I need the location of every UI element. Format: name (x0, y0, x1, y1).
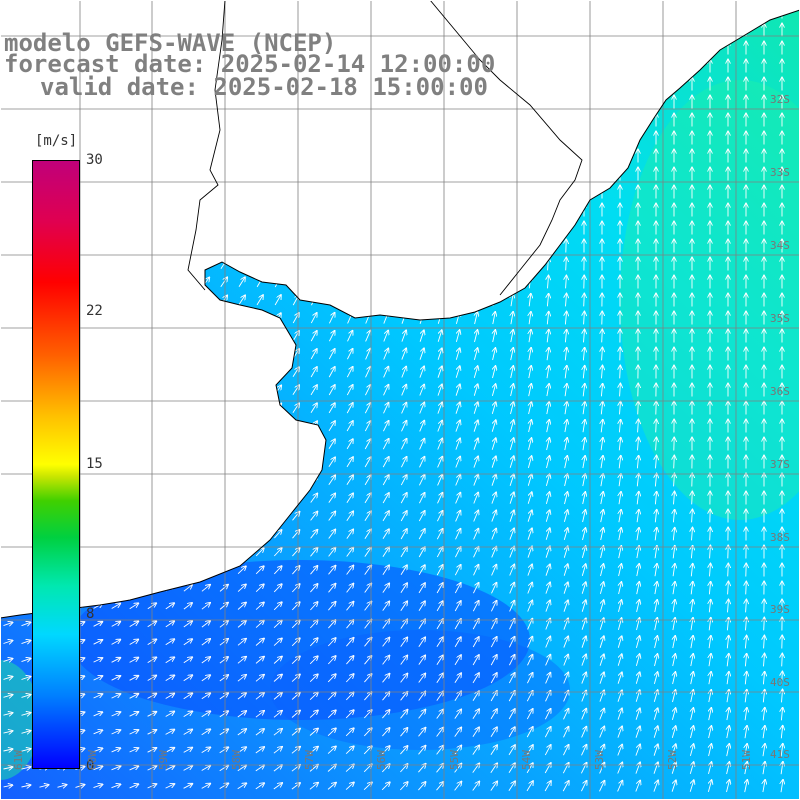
lat-label: 37S (770, 458, 790, 471)
lon-label: 53W (593, 750, 606, 770)
lon-label: 54W (520, 750, 533, 770)
lon-label: 58W (230, 750, 243, 770)
lat-label: 33S (770, 166, 790, 179)
forecast-date: forecast date: 2025-02-14 12:00:00 (4, 50, 496, 78)
colorbar-tick-0: 0 (86, 758, 95, 774)
lat-label: 35S (770, 312, 790, 325)
colorbar-tick-8: 8 (86, 606, 95, 622)
lon-label: 56W (375, 750, 388, 770)
colorbar-tick-15: 15 (86, 456, 103, 472)
lat-label: 40S (770, 676, 790, 689)
lon-label: 57W (303, 750, 316, 770)
lat-label: 39S (770, 603, 790, 616)
country-border (429, 0, 583, 296)
colorbar-tick-30: 30 (86, 152, 103, 168)
river-border (187, 0, 226, 291)
coastline (0, 9, 800, 619)
lon-label: 55W (448, 750, 461, 770)
colorbar-unit-label: [m/s] (35, 133, 78, 149)
lat-label: 36S (770, 385, 790, 398)
lat-label: 34S (770, 239, 790, 252)
lon-label: 59W (157, 750, 170, 770)
colorbar-tick-22: 22 (86, 303, 103, 319)
lon-label: 51W (740, 750, 753, 770)
lon-label: 61W (12, 750, 25, 770)
lat-label: 41S (770, 748, 790, 761)
valid-date: valid date: 2025-02-18 15:00:00 (40, 73, 488, 101)
lat-label: 32S (770, 93, 790, 106)
lon-label: 60W (86, 750, 99, 770)
lat-label: 38S (770, 531, 790, 544)
model-title: modelo GEFS-WAVE (NCEP) (4, 29, 337, 57)
lon-label: 52W (666, 750, 679, 770)
colorbar (32, 160, 80, 769)
